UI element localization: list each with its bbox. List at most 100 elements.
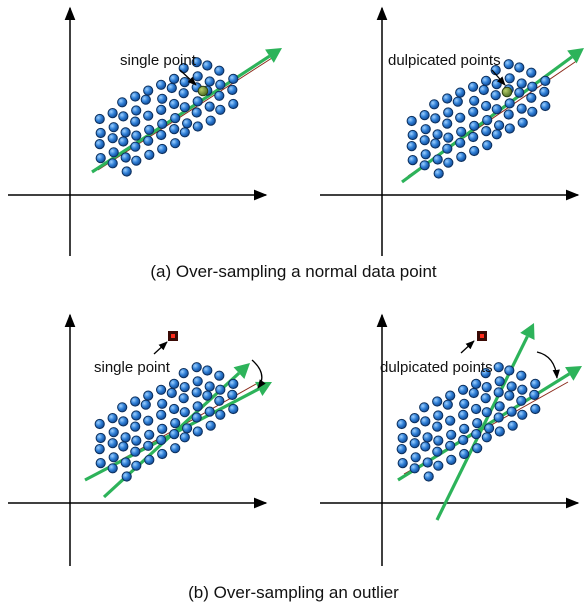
data-point <box>169 378 180 389</box>
data-point <box>179 432 190 443</box>
data-point <box>433 435 444 446</box>
data-point <box>493 387 504 398</box>
data-point <box>494 426 505 437</box>
data-point <box>468 81 479 92</box>
data-point <box>471 403 482 415</box>
trend-arrow-head <box>565 366 582 381</box>
data-point <box>214 65 225 76</box>
data-point <box>455 112 466 123</box>
data-point <box>178 393 189 404</box>
data-point <box>397 458 408 469</box>
panel-a-left: single point <box>8 6 282 256</box>
data-point <box>481 382 492 393</box>
data-point <box>94 113 105 125</box>
data-point <box>107 413 118 424</box>
data-point <box>170 418 181 429</box>
data-point <box>108 122 119 133</box>
data-point <box>192 96 203 107</box>
data-point <box>107 133 118 144</box>
data-point <box>192 376 203 387</box>
data-point <box>433 460 444 471</box>
data-point <box>228 98 239 110</box>
data-point <box>94 444 105 455</box>
data-point <box>120 127 131 138</box>
data-point <box>407 129 418 141</box>
data-point <box>169 73 180 85</box>
data-points <box>94 57 239 177</box>
data-point <box>517 117 528 128</box>
data-point <box>144 429 155 440</box>
data-point <box>94 418 105 430</box>
data-point <box>204 76 215 87</box>
data-point <box>539 86 550 98</box>
data-point <box>504 365 515 376</box>
data-point <box>493 412 504 423</box>
highlighted-point <box>197 85 209 97</box>
data-point <box>455 87 466 98</box>
data-point <box>107 158 118 169</box>
data-point <box>178 368 189 379</box>
data-point <box>503 109 514 120</box>
data-point <box>182 118 193 129</box>
data-point <box>516 395 527 406</box>
data-point <box>191 387 202 398</box>
data-point <box>215 409 226 420</box>
data-point <box>130 141 141 152</box>
data-point <box>481 432 492 443</box>
data-point <box>202 60 213 71</box>
data-point <box>468 131 479 143</box>
data-point <box>191 57 202 68</box>
data-point <box>214 90 225 101</box>
data-point <box>432 421 443 432</box>
data-point <box>120 432 131 443</box>
data-point <box>157 398 168 409</box>
data-point <box>169 429 180 440</box>
data-point <box>94 139 105 150</box>
data-point <box>527 106 538 117</box>
data-point <box>481 126 492 137</box>
data-point <box>481 100 492 112</box>
annotation-label: single point <box>120 52 197 69</box>
pointer-arrow-icon <box>460 340 475 354</box>
data-point <box>469 120 480 132</box>
data-point <box>179 382 190 393</box>
data-point <box>169 403 180 415</box>
annotation-label: single point <box>94 359 171 376</box>
data-point <box>472 443 483 454</box>
data-point <box>205 115 216 126</box>
data-point <box>143 110 154 121</box>
data-point <box>182 423 193 434</box>
data-point <box>480 393 491 404</box>
data-point <box>419 110 430 121</box>
data-point <box>118 416 129 427</box>
data-point <box>131 105 142 116</box>
outlier-point-icon <box>477 331 487 341</box>
data-point <box>227 389 238 400</box>
data-point <box>131 460 142 471</box>
data-point <box>491 79 502 90</box>
data-point <box>420 416 431 427</box>
data-point <box>170 113 181 124</box>
data-point <box>215 79 226 90</box>
data-point <box>458 384 469 395</box>
data-point <box>157 118 168 130</box>
trend-arrow-head <box>233 363 250 380</box>
data-point <box>396 418 407 430</box>
data-point <box>517 384 528 395</box>
data-point <box>179 102 190 113</box>
data-point <box>121 471 132 482</box>
highlighted-point <box>501 86 513 98</box>
data-point <box>107 438 118 449</box>
panel-a-right: dulpicated points <box>320 6 584 256</box>
data-point <box>419 160 430 171</box>
data-point <box>469 145 480 157</box>
data-point <box>117 402 128 413</box>
data-point <box>490 90 501 101</box>
data-point <box>95 432 106 444</box>
data-point <box>446 429 457 440</box>
data-point <box>118 136 129 147</box>
data-point <box>458 434 469 446</box>
data-point <box>491 129 502 140</box>
data-point <box>143 85 154 96</box>
data-point <box>95 458 106 469</box>
